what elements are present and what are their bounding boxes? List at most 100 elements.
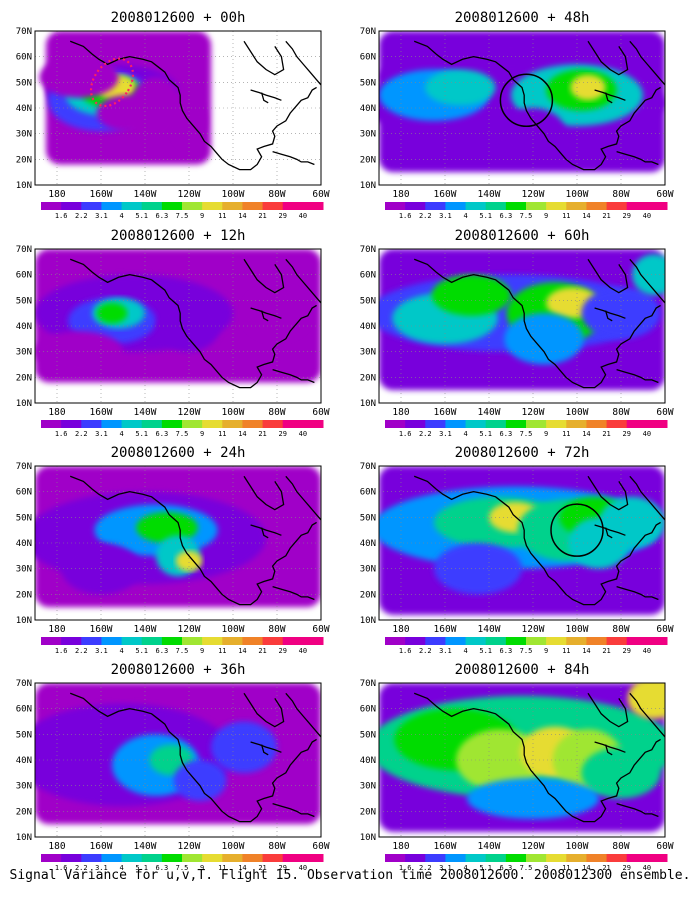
latitude-tick-label: 40N [16,322,32,332]
variance-contour [467,777,599,820]
colorbar-swatch [262,637,284,645]
latitude-tick-label: 40N [360,104,376,114]
colorbar-swatch [41,637,62,645]
colorbar-swatch [222,420,243,428]
colorbar-swatch [121,854,143,862]
latitude-tick-label: 50N [16,296,32,306]
longitude-tick-label: 140W [478,407,501,418]
coastline [285,40,321,86]
colorbar-label: 3.1 [439,212,452,220]
colorbar-label: 11 [218,647,226,655]
colorbar-swatch [302,854,324,862]
longitude-tick-label: 80W [268,189,285,200]
latitude-tick-label: 50N [16,513,32,523]
longitude-tick-label: 120W [522,624,545,635]
colorbar-label: 6.3 [500,212,513,220]
colorbar-swatch [202,420,223,428]
colorbar-label: 40 [643,430,651,438]
colorbar-swatch [646,420,668,428]
panel-title: 2008012600 + 84h [454,662,590,678]
colorbar-swatch [566,637,587,645]
colorbar-swatch [485,420,507,428]
colorbar-swatch [282,420,304,428]
colorbar-swatch [121,637,143,645]
variance-contour [599,496,665,549]
colorbar-label: 21 [602,864,610,872]
longitude-tick-label: 140W [134,624,157,635]
longitude-tick-label: 60W [312,407,329,418]
latitude-tick-label: 70N [16,27,32,37]
colorbar-label: 2.2 [75,647,88,655]
longitude-tick-label: 120W [178,624,201,635]
latitude-tick-label: 10N [360,833,376,843]
latitude-tick-label: 30N [16,565,32,575]
colorbar-swatch [626,637,648,645]
latitude-tick-label: 70N [360,27,376,37]
coastline [604,744,613,756]
coastline [604,527,613,539]
colorbar-swatch [485,202,507,210]
colorbar-swatch [262,420,284,428]
colorbar-swatch [61,637,82,645]
longitude-tick-label: 120W [522,189,545,200]
coastline [594,741,626,753]
variance-contour [39,56,119,98]
colorbar-label: 40 [299,647,307,655]
variance-map: 10N 20N 30N 40N 50N 60N 70N 180 160W 140W 120W 100W… [16,245,330,438]
coastline [413,40,661,171]
colorbar-swatch [81,637,102,645]
colorbar-label: 4 [463,430,467,438]
latitude-tick-label: 20N [360,373,376,383]
colorbar-label: 29 [278,430,286,438]
longitude-tick-label: 160W [90,189,113,200]
longitude-tick-label: 140W [478,189,501,200]
coastline [604,92,613,104]
colorbar-label: 4 [119,864,123,872]
latitude-tick-label: 10N [360,399,376,409]
colorbar-label: 11 [562,212,570,220]
colorbar-label: 6.3 [156,212,169,220]
colorbar-label: 6.3 [156,647,169,655]
colorbar-label: 7.5 [520,647,533,655]
colorbar-swatch [182,637,203,645]
colorbar-swatch [566,420,587,428]
latitude-tick-label: 50N [360,296,376,306]
colorbar-swatch [242,202,264,210]
colorbar-label: 14 [238,430,246,438]
coastline [272,586,315,601]
colorbar-label: 7.5 [176,647,189,655]
longitude-tick-label: 120W [178,841,201,852]
colorbar-label: 9 [200,212,204,220]
latitude-tick-label: 10N [16,616,32,626]
map-frame [34,682,322,838]
colorbar-swatch [405,637,426,645]
colorbar-swatch [101,420,123,428]
longitude-tick-label: 100W [566,841,589,852]
coastline [243,258,285,294]
latitude-tick-label: 70N [360,245,376,255]
variance-contour [158,300,220,352]
latitude-tick-label: 30N [16,348,32,358]
colorbar-swatch [606,854,628,862]
coastline [594,89,626,101]
colorbar-label: 14 [582,864,590,872]
latitude-tick-label: 40N [360,539,376,549]
longitude-tick-label: 160W [434,407,457,418]
colorbar-swatch [586,637,608,645]
colorbar-label: 7.5 [520,212,533,220]
colorbar-swatch [161,420,183,428]
latitude-tick-label: 50N [360,730,376,740]
coastline [69,258,317,389]
colorbar-label: 2.2 [419,430,432,438]
colorbar-label: 14 [238,212,246,220]
colorbar-swatch [485,637,507,645]
colorbar-label: 3.1 [439,864,452,872]
colorbar-swatch [405,854,426,862]
colorbar-label: 5.1 [479,647,492,655]
variance-contour [61,543,141,595]
latitude-tick-label: 20N [360,590,376,600]
colorbar-label: 11 [218,430,226,438]
panel-title: 2008012600 + 48h [454,10,590,26]
longitude-tick-label: 60W [312,841,329,852]
colorbar-swatch [121,420,143,428]
